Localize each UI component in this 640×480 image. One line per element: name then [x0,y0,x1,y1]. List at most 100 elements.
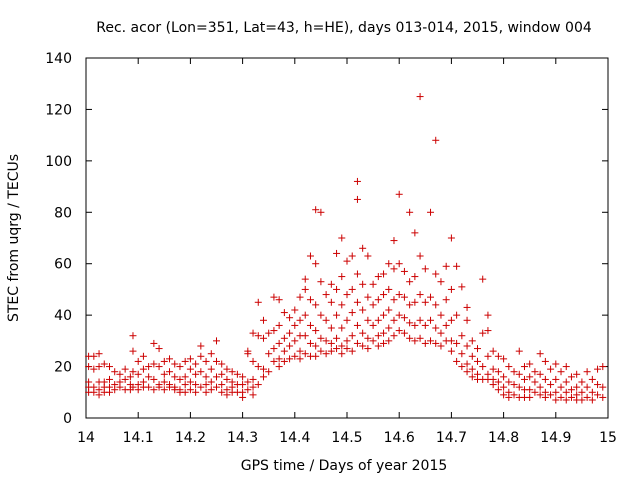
data-point-marker [181,357,189,365]
data-point-marker [213,373,220,381]
data-point-marker [275,296,283,304]
data-point-marker [254,363,262,371]
data-point-marker [121,375,129,383]
data-point-marker [380,311,388,319]
data-point-marker [249,383,257,391]
data-point-marker [395,311,403,319]
data-point-marker [380,291,388,299]
data-point-marker [202,381,210,389]
data-point-marker [536,350,544,358]
data-point-marker [353,195,361,203]
data-point-marker [573,383,581,391]
data-point-marker [286,355,294,363]
data-point-marker [192,381,200,389]
data-point-marker [202,388,210,396]
data-point-marker [484,352,492,360]
x-tick-label: 14.4 [279,430,310,446]
data-point-marker [588,396,596,404]
data-point-marker [374,296,382,304]
data-point-marker [280,347,288,355]
data-point-marker [317,347,325,355]
data-point-marker [286,329,294,337]
data-point-marker [562,378,570,386]
data-point-marker [385,324,393,332]
data-point-marker [427,208,435,216]
data-point-marker [348,285,356,293]
data-point-marker [296,347,304,355]
data-point-marker [364,334,372,342]
data-point-marker [192,388,200,396]
data-point-marker [343,316,351,324]
data-point-marker [520,363,528,371]
data-point-marker [458,350,466,358]
data-point-marker [312,327,320,335]
data-point-marker [254,298,262,306]
data-point-marker [380,270,388,278]
data-point-marker [275,355,283,363]
data-point-marker [150,386,158,394]
data-point-marker [275,339,283,347]
data-point-marker [207,350,215,358]
data-point-marker [301,350,309,358]
data-point-marker [270,293,278,301]
data-point-marker [197,383,205,391]
data-point-marker [453,262,461,270]
data-point-marker [343,291,351,299]
data-point-marker [599,383,607,391]
data-point-marker [85,363,93,371]
data-point-marker [134,370,142,378]
data-point-marker [280,309,288,317]
data-point-marker [218,360,226,368]
data-point-marker [322,337,330,345]
x-axis: 14 14.1 14.2 14.3 14.4 14.5 14.6 14.7 14.8 14.9 15 [77,58,617,446]
data-point-marker [244,350,252,358]
x-tick-label: 14.7 [436,430,467,446]
data-point-marker [338,301,346,309]
data-point-marker [505,363,513,371]
data-point-marker [427,337,435,345]
data-point-marker [359,244,367,252]
data-point-marker [301,285,309,293]
data-point-marker [249,391,257,399]
data-point-marker [223,375,231,383]
data-point-marker [192,360,200,368]
data-point-marker [301,311,309,319]
data-point-marker [90,388,98,396]
data-point-marker [432,301,440,309]
data-point-marker [437,278,445,286]
data-point-marker [520,375,528,383]
data-point-marker [343,337,351,345]
data-point-marker [116,383,124,391]
data-point-marker [116,370,124,378]
data-point-marker [338,350,346,358]
data-point-marker [588,388,596,396]
data-point-marker [207,378,215,386]
x-axis-label: GPS time / Days of year 2015 [241,458,448,474]
data-point-marker [145,383,153,391]
data-point-marker [364,252,372,260]
data-point-marker [411,321,419,329]
data-point-marker [536,391,544,399]
data-point-marker [557,393,565,401]
x-tick-label: 14.2 [175,430,206,446]
data-point-marker [139,365,147,373]
data-point-marker [197,368,205,376]
data-point-marker [594,365,602,373]
data-point-marker [213,357,220,365]
data-point-marker [437,342,445,350]
data-point-marker [578,396,586,404]
data-point-marker [150,360,158,368]
data-point-marker [364,293,372,301]
data-point-marker [567,393,575,401]
data-point-marker [306,296,314,304]
data-point-marker [567,386,575,394]
data-point-marker [432,324,440,332]
data-point-marker [453,311,461,319]
data-point-marker [463,360,471,368]
data-point-marker [186,365,194,373]
data-point-marker [505,378,513,386]
data-point-marker [259,373,267,381]
data-point-marker [468,373,476,381]
data-point-marker [390,265,398,273]
data-point-marker [573,370,581,378]
